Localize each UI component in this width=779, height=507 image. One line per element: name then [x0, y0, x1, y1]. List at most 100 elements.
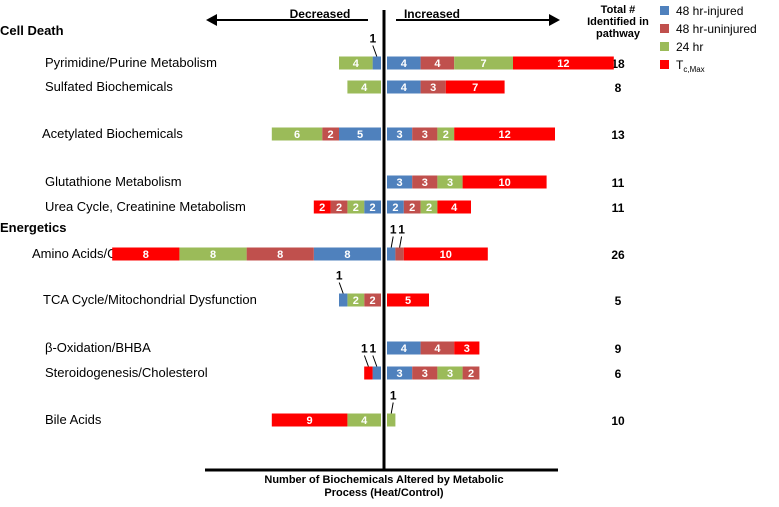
bar-segment: [372, 56, 381, 70]
decreased-arrow-head: [206, 14, 217, 26]
group-heading-cell-death: Cell Death: [0, 23, 64, 38]
bar-value-label: 2: [409, 202, 415, 214]
bar-value-label: 2: [370, 202, 376, 214]
bar-value-label: 7: [481, 58, 487, 70]
bar-callout-line: [363, 355, 369, 367]
bar-segment: [339, 127, 381, 141]
bar-value-label: 2: [319, 202, 325, 214]
bar-segment: [387, 175, 413, 189]
bar-callout-label: 1: [369, 32, 376, 46]
bar-segment: [513, 56, 614, 70]
bar-value-label: 4: [401, 82, 408, 94]
bar-value-label: 12: [498, 129, 510, 141]
bar-segment: [387, 413, 396, 427]
row-label-pyrimidine-purine-metabolism: Pyrimidine/Purine Metabolism: [45, 55, 217, 70]
bar-callout-label: 1: [398, 223, 405, 237]
bar-value-label: 3: [397, 177, 403, 189]
decreased-label: Decreased: [290, 7, 351, 21]
row-total-oxidation-bhba: 9: [615, 342, 622, 356]
bar-segment: [454, 127, 555, 141]
bar-segment: [364, 293, 381, 307]
bar-value-label: 7: [472, 82, 478, 94]
bar-segment: [271, 127, 323, 141]
bar-segment: [387, 366, 413, 380]
bar-segment: [322, 127, 339, 141]
x-axis-label-line1: Number of Biochemicals Altered by Metabo…: [264, 474, 503, 486]
row-label-bile-acids: Bile Acids: [45, 412, 102, 427]
bar-value-label: 2: [353, 295, 359, 307]
row-total-acetylated-biochemicals: 13: [611, 128, 625, 142]
bar-value-label: 8: [143, 249, 149, 261]
bar-segment: [412, 175, 438, 189]
bar-segment: [437, 366, 463, 380]
bar-segment: [339, 293, 348, 307]
bar-value-label: 3: [430, 82, 436, 94]
bar-callout-label: 1: [390, 389, 397, 403]
bar-value-label: 2: [426, 202, 432, 214]
bar-callout-line: [372, 45, 378, 57]
bar-segment: [313, 200, 331, 214]
bar-segment: [420, 341, 455, 355]
bar-segment: [387, 200, 404, 214]
bar-callout-line: [390, 402, 394, 414]
bar-value-label: 3: [397, 129, 403, 141]
legend-swatch-uninj48: [660, 24, 669, 33]
bar-segment: [364, 366, 373, 380]
total-header-line-2: Identified in: [587, 16, 649, 28]
bar-segment: [420, 80, 446, 94]
bar-value-label: 4: [434, 343, 441, 355]
bar-value-label: 10: [440, 249, 452, 261]
bar-value-label: 2: [370, 295, 376, 307]
bar-segment: [412, 366, 438, 380]
group-heading-energetics: Energetics: [0, 220, 66, 235]
bar-value-label: 4: [434, 58, 441, 70]
bar-segment: [437, 127, 455, 141]
bar-value-label: 3: [422, 177, 428, 189]
row-label-glutathione-metabolism: Glutathione Metabolism: [45, 174, 182, 189]
bar-segment: [387, 56, 421, 70]
bar-value-label: 2: [443, 129, 449, 141]
bar-value-label: 8: [277, 249, 283, 261]
increased-arrow-head: [549, 14, 560, 26]
bar-segment: [462, 366, 480, 380]
bar-callout-label: 1: [369, 342, 376, 356]
bar-value-label: 4: [361, 82, 368, 94]
legend-label-tcmax: Tc,Max: [676, 58, 705, 74]
bar-value-label: 4: [361, 415, 368, 427]
row-total-bile-acids: 10: [611, 414, 625, 428]
legend-label-subscript: c,Max: [683, 65, 704, 74]
row-label-acetylated-biochemicals: Acetylated Biochemicals: [42, 126, 183, 141]
row-total-sulfated-biochemicals: 8: [615, 81, 622, 95]
row-total-glutathione-metabolism: 11: [612, 176, 625, 190]
bar-segment: [347, 200, 365, 214]
legend-label-inj48: 48 hr-injured: [676, 4, 743, 18]
bar-segment: [462, 175, 547, 189]
bar-callout-label: 1: [361, 342, 368, 356]
bar-segment: [112, 247, 180, 261]
bar-segment: [347, 80, 381, 94]
row-label-steroidogenesis-cholesterol: Steroidogenesis/Cholesterol: [45, 365, 208, 380]
bar-value-label: 9: [307, 415, 313, 427]
legend-label-uninj48: 48 hr-uninjured: [676, 22, 757, 36]
bar-segment: [420, 56, 455, 70]
bar-value-label: 3: [422, 368, 428, 380]
bar-segment: [364, 200, 381, 214]
bar-segment: [347, 293, 365, 307]
bar-segment: [387, 127, 413, 141]
row-label-tca-cycle-mitochondrial-dysfunction: TCA Cycle/Mitochondrial Dysfunction: [43, 292, 257, 307]
bar-segment: [387, 80, 421, 94]
bar-callout-line: [372, 355, 378, 367]
bar-value-label: 2: [328, 129, 334, 141]
bar-segment: [246, 247, 314, 261]
bar-segment: [387, 293, 429, 307]
row-total-urea-cycle-creatinine-metabolism: 11: [612, 201, 625, 215]
bar-value-label: 8: [344, 249, 350, 261]
bar-segment: [454, 341, 480, 355]
bar-segment: [313, 247, 381, 261]
bar-segment: [454, 56, 513, 70]
bar-value-label: 3: [447, 368, 453, 380]
bar-value-label: 4: [451, 202, 458, 214]
bar-value-label: 5: [357, 129, 363, 141]
